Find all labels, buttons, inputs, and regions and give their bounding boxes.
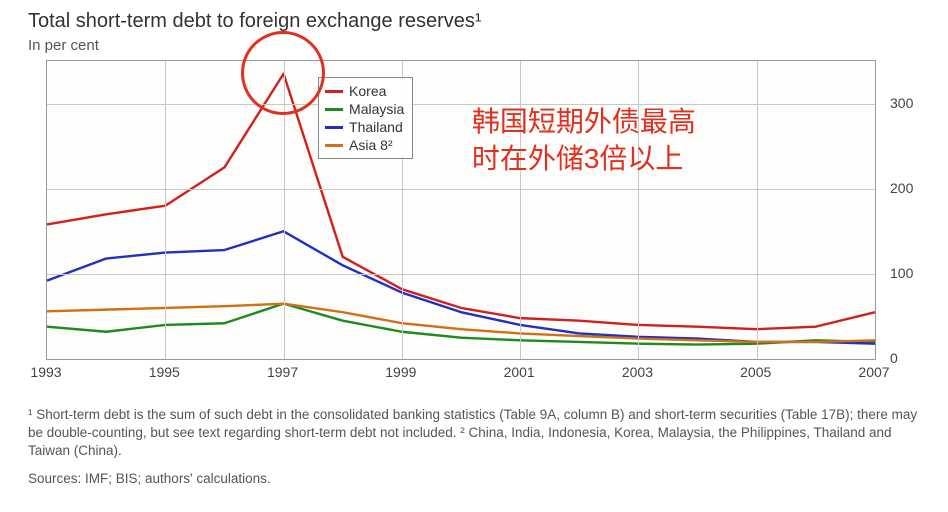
x-tick-label: 2003: [622, 364, 653, 380]
chart-title: Total short-term debt to foreign exchang…: [28, 10, 928, 33]
x-tick-label: 1999: [385, 364, 416, 380]
legend-label: Korea: [349, 83, 386, 99]
sources-line: Sources: IMF; BIS; authors' calculations…: [28, 471, 924, 486]
x-tick-label: 1997: [267, 364, 298, 380]
legend-item: Thailand: [325, 118, 404, 136]
annotation-text-line: 时在外储3倍以上: [472, 140, 696, 178]
y-tick-label: 200: [890, 180, 913, 196]
legend-label: Malaysia: [349, 101, 404, 117]
legend-swatch: [325, 126, 343, 129]
x-tick-label: 1993: [30, 364, 61, 380]
x-tick-label: 2005: [740, 364, 771, 380]
legend-swatch: [325, 144, 343, 147]
y-tick-label: 300: [890, 95, 913, 111]
x-tick-label: 2007: [858, 364, 889, 380]
legend-item: Malaysia: [325, 100, 404, 118]
plot-region: [46, 60, 876, 360]
gridline-vertical: [165, 61, 166, 359]
series-line: [47, 74, 875, 329]
series-line: [47, 231, 875, 343]
annotation-text: 韩国短期外债最高时在外储3倍以上: [472, 103, 696, 179]
legend-item: Asia 8²: [325, 136, 404, 154]
gridline-vertical: [757, 61, 758, 359]
series-line: [47, 304, 875, 345]
gridline-horizontal: [47, 189, 875, 190]
chart-area: 1993199519971999200120032005200701002003…: [28, 60, 908, 380]
gridline-horizontal: [47, 274, 875, 275]
legend-label: Asia 8²: [349, 137, 393, 153]
footnote: ¹ Short-term debt is the sum of such deb…: [28, 406, 924, 461]
x-tick-label: 2001: [504, 364, 535, 380]
x-tick-label: 1995: [149, 364, 180, 380]
series-line: [47, 304, 875, 342]
gridline-horizontal: [47, 104, 875, 105]
series-svg: [47, 61, 875, 359]
annotation-text-line: 韩国短期外债最高: [472, 103, 696, 141]
annotation-circle: [241, 31, 325, 115]
legend-item: Korea: [325, 82, 404, 100]
y-tick-label: 100: [890, 265, 913, 281]
legend-label: Thailand: [349, 119, 403, 135]
y-tick-label: 0: [890, 350, 898, 366]
legend-swatch: [325, 90, 343, 93]
legend-swatch: [325, 108, 343, 111]
chart-subtitle: In per cent: [28, 37, 928, 54]
legend: Korea Malaysia Thailand Asia 8²: [318, 77, 413, 159]
